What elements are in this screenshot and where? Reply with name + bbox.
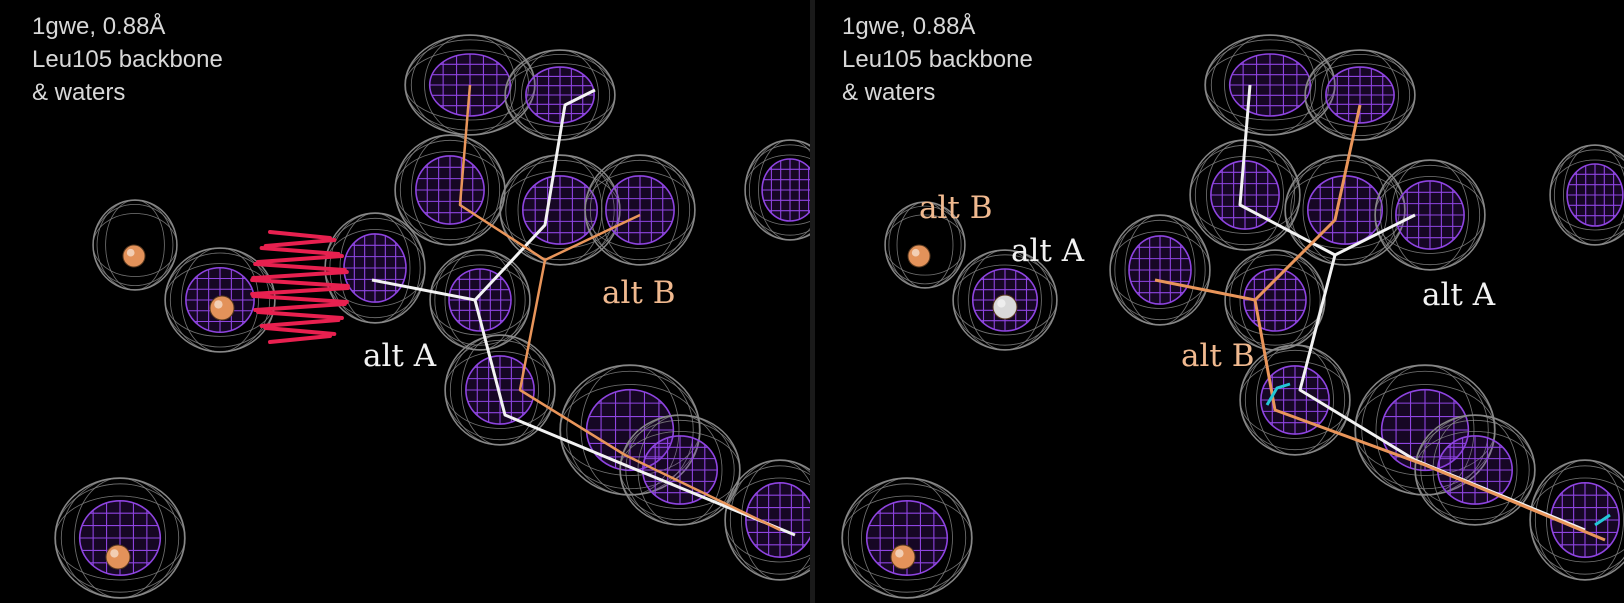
caption-right: 1gwe, 0.88Å Leu105 backbone & waters: [842, 10, 1033, 109]
water-density-bottom: [841, 477, 973, 599]
density-mesh: [1304, 49, 1416, 141]
backbone-alt-a-lower: [473, 299, 796, 537]
clash-spikes: [250, 230, 350, 344]
label-alt-b: alt B: [1181, 338, 1255, 374]
atom-highlight: [126, 248, 135, 257]
atom-highlight: [997, 299, 1006, 308]
right-panel: 1gwe, 0.88Å Leu105 backbone & waters alt…: [815, 0, 1624, 603]
density-mesh: [499, 154, 621, 266]
density-mesh: [1189, 139, 1301, 251]
backbone-alt-a: [1238, 84, 1416, 257]
label-alt-b: alt B: [602, 275, 676, 311]
caption-line-3: & waters: [32, 79, 126, 106]
caption-left: 1gwe, 0.88Å Leu105 backbone & waters: [32, 10, 223, 109]
density-mesh: [1414, 414, 1536, 526]
density-mesh: [1239, 344, 1351, 456]
density-mesh: [584, 154, 696, 266]
atom-highlight: [911, 248, 920, 257]
label-alt-a: alt A: [363, 338, 437, 374]
density-view-right: [841, 34, 1624, 599]
water-density-alt-b: [884, 201, 966, 289]
water-atom-bottom: [890, 544, 916, 570]
density-mesh: [1204, 34, 1336, 136]
cyan-bond-edge: [1594, 513, 1611, 527]
backbone-alt-a: [371, 88, 596, 302]
label-water-alt-a: alt A: [1011, 233, 1085, 269]
backbone-alt-b: [1154, 104, 1362, 302]
density-mesh: [1224, 249, 1326, 351]
water-atom-alt-b: [122, 244, 146, 268]
cyan-bond: [1265, 382, 1291, 406]
backbone-alt-b: [458, 84, 641, 262]
density-mesh: [744, 139, 810, 241]
caption-line-1: 1gwe, 0.88Å: [32, 13, 166, 40]
water-density-alt-b: [92, 199, 178, 291]
density-mesh: [1529, 459, 1624, 581]
atom-highlight: [214, 300, 223, 309]
atom-highlight: [895, 549, 904, 558]
density-mesh: [1374, 159, 1486, 271]
caption-line-2: Leu105 backbone: [842, 46, 1033, 73]
caption-line-2: Leu105 backbone: [32, 46, 223, 73]
atom-highlight: [110, 549, 119, 558]
water-atom-alt-a: [209, 295, 235, 321]
water-atom-bottom: [105, 544, 131, 570]
label-alt-a: alt A: [1422, 277, 1496, 313]
density-mesh: [1549, 144, 1624, 246]
backbone-alt-b-lower: [1253, 299, 1606, 542]
density-mesh: [724, 459, 810, 581]
backbone-alt-b-lower: [518, 259, 781, 532]
panel-divider: [810, 0, 815, 603]
label-water-alt-b: alt B: [919, 190, 993, 226]
density-mesh: [1109, 214, 1211, 326]
water-density-bottom: [54, 477, 186, 599]
caption-line-1: 1gwe, 0.88Å: [842, 13, 976, 40]
density-mesh: [429, 249, 531, 351]
water-atom-alt-b: [907, 244, 931, 268]
left-panel: 1gwe, 0.88Å Leu105 backbone & waters alt…: [0, 0, 810, 603]
water-atom-alt-a: [992, 294, 1018, 320]
density-view-left: [54, 34, 810, 599]
density-mesh: [394, 134, 506, 246]
caption-line-3: & waters: [842, 79, 936, 106]
